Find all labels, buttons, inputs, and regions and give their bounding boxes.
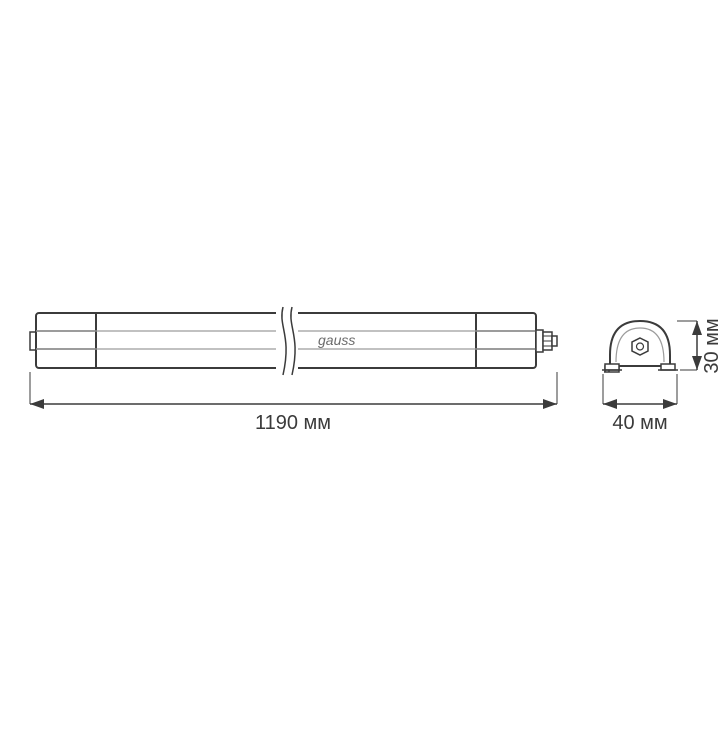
cable-gland	[536, 330, 557, 352]
break-line	[276, 307, 298, 375]
dimension-height: 30 мм	[677, 318, 723, 373]
brand-logo: gauss	[318, 332, 355, 348]
hex-nut-icon	[632, 338, 648, 355]
dimension-height-label: 30 мм	[701, 318, 723, 373]
side-view	[30, 307, 557, 375]
dimension-length-label: 1190 мм	[255, 412, 331, 434]
technical-drawing: 1190 мм 40 мм 30 мм gauss	[0, 0, 724, 724]
end-view	[602, 321, 678, 372]
drawing-svg: 1190 мм 40 мм 30 мм gauss	[0, 0, 724, 724]
dimension-width: 40 мм	[603, 374, 677, 434]
dimension-width-label: 40 мм	[612, 412, 667, 434]
dimension-length: 1190 мм	[30, 372, 557, 434]
